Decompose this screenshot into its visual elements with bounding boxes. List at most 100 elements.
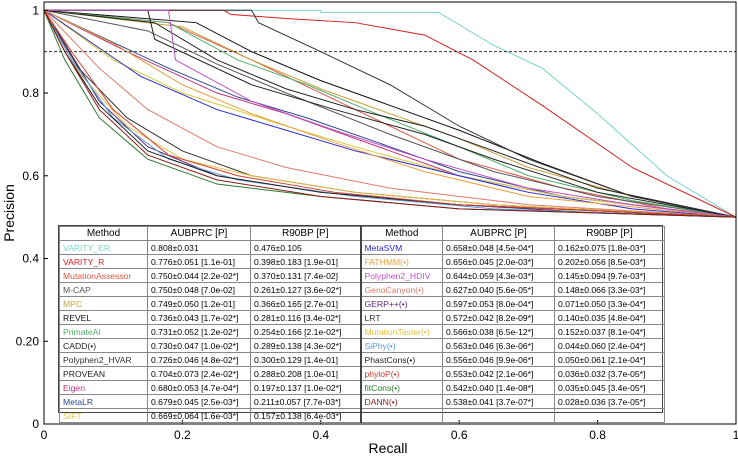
x-tick-label-4: 0.8 — [589, 428, 606, 442]
left-r90bp-cell: 0.254±0.166 [2.1e-02*] — [250, 324, 361, 339]
y-tick-label-3: 0.6 — [22, 169, 39, 183]
left-r90bp-cell: 0.398±0.183 [1.9e-01] — [250, 254, 361, 269]
table-row: MPC 0.749±0.050 [1.2e-01] 0.366±0.165 [2.7… — [59, 296, 665, 311]
right-r90bp-cell: 0.035±0.045 [3.4e-05*] — [554, 380, 665, 395]
series-line-1 — [44, 9, 737, 218]
left-method-cell: CADD(•) — [59, 338, 148, 353]
table-row: VARITY_ER 0.808±0.031 0.476±0.105 MetaSVM 0.… — [59, 240, 665, 255]
right-r90bp-cell: 0.145±0.094 [9.7e-03*] — [554, 268, 665, 283]
right-aubprc-cell: 0.572±0.042 [8.2e-09*] — [442, 310, 555, 325]
plot-frame — [43, 1, 737, 425]
table-row: VARITY_R 0.776±0.051 [1.1e-01] 0.398±0.183… — [59, 254, 665, 269]
right-r90bp-cell: 0.028±0.036 [3.7e-05*] — [554, 394, 665, 409]
right-method-cell: DANN(•) — [359, 394, 443, 409]
right-aubprc-cell: 0.563±0.046 [6.3e-06*] — [442, 338, 555, 353]
left-r90bp-cell: 0.261±0.127 [3.6e-02*] — [250, 282, 361, 297]
right-aubprc-cell: 0.542±0.040 [1.4e-08*] — [442, 380, 555, 395]
right-aubprc-cell: 0.656±0.045 [2.0e-03*] — [442, 254, 555, 269]
x-tick-label-0: 0 — [41, 428, 48, 442]
right-aubprc-cell: 0.658±0.048 [4.5e-04*] — [442, 240, 555, 255]
left-method-cell: Eigen — [59, 380, 148, 395]
series-line-8 — [44, 9, 737, 218]
left-r90bp-cell: 0.476±0.105 — [250, 240, 361, 255]
right-method-cell: fitCons(•) — [359, 380, 443, 395]
series-line-22 — [43, 9, 737, 218]
left-r90bp-cell: 0.289±0.138 [4.3e-02*] — [250, 338, 361, 353]
left-method-cell: VARITY_ER — [59, 240, 148, 255]
left-r90bp-cell: 0.281±0.116 [3.4e-02*] — [250, 310, 361, 325]
left-r90bp-cell: 0.197±0.137 [1.0e-02*] — [250, 380, 361, 395]
left-aubprc-cell: 0.730±0.047 [1.0e-02*] — [147, 338, 251, 353]
right-aubprc-cell: 0.556±0.046 [9.9e-06*] — [442, 352, 555, 367]
table-row: MetaLR 0.679±0.045 [2.5e-03*] 0.211±0.057 … — [59, 394, 665, 409]
left-method-cell: MPC — [59, 296, 148, 311]
right-method-cell: MutationTaster(•) — [359, 324, 443, 339]
right-aubprc-cell: 0.597±0.053 [8.0e-04*] — [442, 296, 555, 311]
series-line-3 — [43, 9, 737, 218]
header-r90bp-right: R90BP [P] — [554, 226, 665, 241]
table-row: MutationAssessor 0.750±0.044 [2.2e-02*] 0.… — [59, 268, 665, 283]
table-row: PROVEAN 0.704±0.073 [2.4e-02*] 0.288±0.208… — [59, 366, 665, 381]
left-aubprc-cell: 0.669±0.064 [1.6e-03*] — [147, 408, 251, 423]
left-method-cell: M-CAP — [59, 282, 148, 297]
left-r90bp-cell: 0.370±0.131 [7.4e-02] — [250, 268, 361, 283]
y-tick-label-5: 1 — [32, 3, 39, 17]
left-method-cell: PROVEAN — [59, 366, 148, 381]
table-row: CADD(•) 0.730±0.047 [1.0e-02*] 0.289±0.138… — [59, 338, 665, 353]
series-line-16 — [43, 9, 737, 218]
right-aubprc-cell: 0.553±0.042 [2.1e-06*] — [442, 366, 555, 381]
right-method-cell: PhastCons(•) — [359, 352, 443, 367]
y-tick-label-0: 0 — [32, 417, 39, 431]
left-aubprc-cell: 0.776±0.051 [1.1e-01] — [147, 254, 251, 269]
table-row: SIFT 0.669±0.064 [1.6e-03*] 0.157±0.138 [6… — [59, 408, 665, 423]
x-tick-label-5: 1 — [733, 428, 738, 442]
table-header-row: Method AUBPRC [P] R90BP [P] Method AUBPR… — [59, 226, 665, 241]
right-aubprc-cell: 0.627±0.040 [5.6e-05*] — [442, 282, 555, 297]
header-method-right: Method — [359, 226, 443, 241]
left-r90bp-cell: 0.288±0.208 [1.0e-01] — [250, 366, 361, 381]
x-axis-label: Recall — [369, 440, 408, 456]
table-row: Polyphen2_HVAR 0.726±0.046 [4.8e-02*] 0.30… — [59, 352, 665, 367]
left-r90bp-cell: 0.300±0.129 [1.4e-01] — [250, 352, 361, 367]
series-line-24 — [43, 10, 737, 218]
left-method-cell: VARITY_R — [59, 254, 148, 269]
right-method-cell: MetaSVM — [359, 240, 443, 255]
right-r90bp-cell: 0.152±0.037 [8.1e-04*] — [554, 324, 665, 339]
right-method-cell: Polyphen2_HDIV — [359, 268, 443, 283]
left-aubprc-cell: 0.704±0.073 [2.4e-02*] — [147, 366, 251, 381]
header-aubprc-right: AUBPRC [P] — [442, 226, 555, 241]
left-r90bp-cell: 0.157±0.138 [6.4e-03*] — [250, 408, 361, 423]
left-method-cell: MutationAssessor — [59, 268, 148, 283]
right-r90bp-cell: 0.071±0.050 [3.3e-04*] — [554, 296, 665, 311]
header-method-left: Method — [59, 226, 148, 241]
right-r90bp-cell: 0.162±0.075 [1.8e-03*] — [554, 240, 665, 255]
header-r90bp-left: R90BP [P] — [250, 226, 361, 241]
right-r90bp-cell: 0.202±0.056 [8.5e-03*] — [554, 254, 665, 269]
metrics-table: Method AUBPRC [P] R90BP [P] Method AUBPR… — [58, 225, 665, 423]
right-method-cell: FATHMM(•) — [359, 254, 443, 269]
right-aubprc-cell: 0.644±0.059 [4.3e-03*] — [442, 268, 555, 283]
right-r90bp-cell: 0.148±0.066 [3.3e-03*] — [554, 282, 665, 297]
right-aubprc-cell: 0.538±0.041 [3.7e-07*] — [442, 394, 555, 409]
series-line-20 — [43, 10, 737, 218]
series-line-9 — [44, 9, 737, 218]
right-empty-cell — [359, 408, 443, 423]
right-r90bp-cell: 0.050±0.061 [2.1e-04*] — [554, 352, 665, 367]
y-tick-label-4: 0.8 — [22, 86, 39, 100]
right-method-cell: GERP++(•) — [359, 296, 443, 311]
left-aubprc-cell: 0.731±0.052 [1.2e-02*] — [147, 324, 251, 339]
left-aubprc-cell: 0.679±0.045 [2.5e-03*] — [147, 394, 251, 409]
left-method-cell: PrimateAI — [59, 324, 148, 339]
table-row: M-CAP 0.750±0.048 [7.0e-02] 0.261±0.127 [3… — [59, 282, 665, 297]
series-line-7 — [43, 9, 737, 218]
right-r90bp-cell: 0.044±0.060 [2.4e-04*] — [554, 338, 665, 353]
y-tick-label-1: 0.20 — [16, 334, 40, 348]
left-aubprc-cell: 0.750±0.044 [2.2e-02*] — [147, 268, 251, 283]
x-tick-label-3: 0.6 — [451, 428, 468, 442]
y-axis-label: Precision — [1, 184, 17, 242]
left-aubprc-cell: 0.750±0.048 [7.0e-02] — [147, 282, 251, 297]
right-aubprc-cell: 0.566±0.038 [6.5e-12*] — [442, 324, 555, 339]
left-r90bp-cell: 0.366±0.165 [2.7e-01] — [250, 296, 361, 311]
right-method-cell: LRT — [359, 310, 443, 325]
